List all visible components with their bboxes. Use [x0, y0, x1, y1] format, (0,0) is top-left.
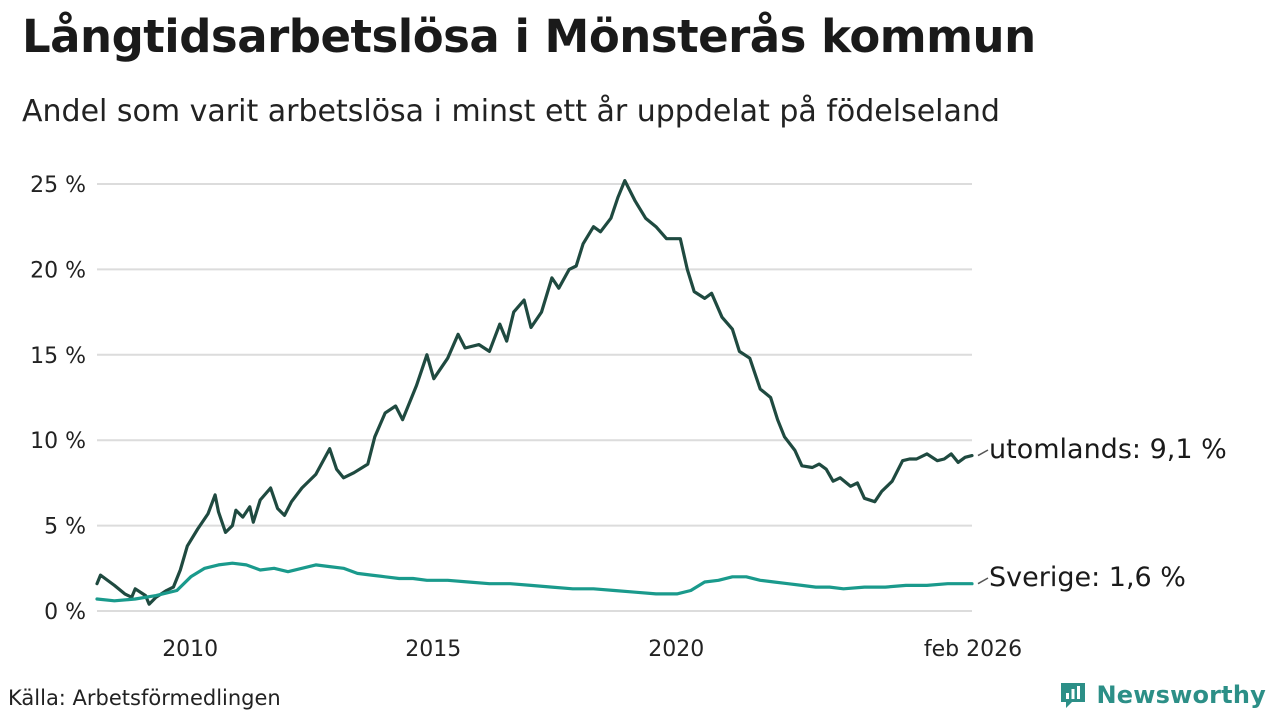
end-label-utomlands: utomlands: 9,1 % — [989, 434, 1227, 465]
x-tick-label: 2020 — [648, 637, 704, 662]
y-tick-label: 15 % — [30, 344, 86, 369]
x-axis-tick-labels: 2010 2015 2020 feb 2026 — [162, 637, 1022, 662]
brand-logo: Newsworthy — [1058, 680, 1266, 710]
y-axis-tick-labels: 0 % 5 % 10 % 15 % 20 % 25 % — [30, 173, 86, 625]
brand-name: Newsworthy — [1096, 681, 1266, 709]
y-tick-label: 10 % — [30, 429, 86, 454]
series-end-labels: utomlands: 9,1 % Sverige: 1,6 % — [977, 434, 1227, 593]
end-label-leader — [977, 449, 989, 457]
gridlines — [97, 183, 972, 612]
bar-chart-speech-bubble-icon — [1061, 683, 1086, 708]
y-tick-label: 5 % — [44, 515, 86, 540]
chart-title: Långtidsarbetslösa i Mönsterås kommun — [22, 10, 1036, 63]
line-chart: 0 % 5 % 10 % 15 % 20 % 25 % 2010 2015 2020 feb 2… — [30, 173, 1227, 662]
series-lines — [95, 179, 974, 606]
x-tick-label: 2015 — [405, 637, 461, 662]
y-tick-label: 0 % — [44, 600, 86, 625]
x-tick-label: feb 2026 — [924, 637, 1022, 662]
chart-subtitle: Andel som varit arbetslösa i minst ett å… — [22, 94, 1000, 129]
source-note: Källa: Arbetsförmedlingen — [8, 686, 281, 710]
x-tick-label: 2010 — [162, 637, 218, 662]
end-label-leader — [977, 577, 989, 585]
end-label-sverige: Sverige: 1,6 % — [989, 562, 1186, 593]
y-tick-label: 25 % — [30, 173, 86, 198]
y-tick-label: 20 % — [30, 258, 86, 283]
series-line-utomlands — [95, 179, 974, 606]
series-line-sverige — [95, 561, 974, 603]
